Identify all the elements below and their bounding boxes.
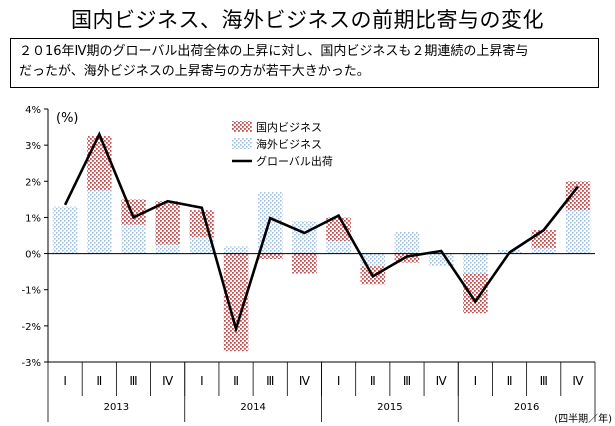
x-tick-label: Ⅱ bbox=[96, 374, 102, 388]
x-tick-label: Ⅲ bbox=[403, 374, 411, 388]
x-tick-label: Ⅰ bbox=[63, 374, 67, 388]
line-global-shipments bbox=[63, 131, 579, 334]
x-tick-label: Ⅲ bbox=[129, 374, 137, 388]
summary-note-line2: だったが、海外ビジネスの上昇寄与の方が若干大きかった。 bbox=[19, 64, 370, 79]
year-label: 2015 bbox=[377, 402, 402, 413]
x-tick-label: Ⅲ bbox=[540, 374, 548, 388]
x-tick-label: Ⅰ bbox=[200, 374, 204, 388]
x-tick-label: Ⅰ bbox=[337, 374, 341, 388]
x-tick-label: Ⅱ bbox=[233, 374, 239, 388]
bar-overseas bbox=[463, 253, 488, 274]
bar-overseas bbox=[531, 248, 557, 254]
bar-domestic bbox=[155, 201, 180, 245]
y-tick-label: -2% bbox=[22, 322, 41, 333]
year-label: 2013 bbox=[104, 402, 129, 413]
bar-domestic bbox=[121, 199, 146, 225]
x-tick-label: Ⅳ bbox=[572, 374, 583, 388]
legend-label-overseas: 海外ビジネス bbox=[256, 137, 322, 151]
y-tick-label: 3% bbox=[25, 141, 41, 152]
x-tick-label: Ⅳ bbox=[436, 374, 447, 388]
year-label: 2014 bbox=[240, 402, 265, 413]
y-axis-unit-label: (%) bbox=[56, 111, 79, 126]
bar-overseas bbox=[223, 246, 249, 254]
legend-label-global: グローバル出荷 bbox=[256, 154, 333, 168]
x-tick-label: Ⅲ bbox=[266, 374, 274, 388]
bar-domestic bbox=[463, 273, 488, 314]
x-axis-unit-label: (四半期／年) bbox=[554, 412, 612, 425]
bar-domestic bbox=[326, 217, 351, 241]
bar-domestic bbox=[189, 210, 215, 238]
y-tick-label: 2% bbox=[25, 177, 41, 188]
axes-layer: -3% -2% -1% 0% 1% 2% 3% 4% Ⅰ Ⅱ Ⅲ Ⅳ Ⅰ Ⅱ Ⅲ Ⅳ Ⅰ Ⅱ Ⅲ Ⅳ Ⅰ Ⅱ Ⅲ Ⅳ 2013 2… bbox=[22, 105, 596, 422]
y-tick-label: 1% bbox=[25, 213, 41, 224]
bar-overseas bbox=[121, 224, 146, 254]
y-tick-label: -1% bbox=[22, 286, 41, 297]
x-tick-label: Ⅰ bbox=[474, 374, 478, 388]
bar-overseas bbox=[52, 206, 78, 254]
bar-domestic bbox=[292, 253, 317, 274]
chart-title: 国内ビジネス、海外ビジネスの前期比寄与の変化 bbox=[71, 8, 544, 32]
bar-overseas bbox=[326, 240, 351, 254]
legend-label-domestic: 国内ビジネス bbox=[256, 120, 322, 134]
bar-domestic bbox=[394, 253, 420, 263]
bar-overseas bbox=[565, 210, 591, 254]
x-tick-label: Ⅳ bbox=[299, 374, 310, 388]
bar-layer bbox=[52, 136, 591, 352]
y-tick-label: 0% bbox=[25, 250, 41, 261]
x-tick-label: Ⅱ bbox=[370, 374, 376, 388]
bar-domestic bbox=[86, 136, 112, 191]
bar-overseas bbox=[394, 231, 420, 254]
bar-domestic bbox=[531, 230, 557, 249]
year-label: 2016 bbox=[514, 402, 539, 413]
summary-note: ２０16年Ⅳ期のグローバル出荷全体の上昇に対し、国内ビジネスも２期連続の上昇寄与… bbox=[10, 38, 599, 88]
bar-overseas bbox=[155, 244, 180, 254]
bar-overseas bbox=[428, 253, 454, 267]
bar-overseas bbox=[86, 190, 112, 254]
legend-swatch-domestic bbox=[232, 121, 252, 132]
bar-overseas bbox=[189, 237, 215, 254]
y-tick-label: -3% bbox=[22, 358, 41, 369]
x-tick-label: Ⅳ bbox=[162, 374, 173, 388]
summary-note-line1: ２０16年Ⅳ期のグローバル出荷全体の上昇に対し、国内ビジネスも２期連続の上昇寄与 bbox=[19, 44, 529, 59]
bar-overseas bbox=[292, 221, 317, 254]
bar-domestic bbox=[257, 253, 283, 259]
legend-swatch-overseas bbox=[232, 138, 252, 149]
line-layer bbox=[63, 131, 579, 334]
x-tick-label: Ⅱ bbox=[507, 374, 513, 388]
y-tick-label: 4% bbox=[25, 105, 41, 116]
